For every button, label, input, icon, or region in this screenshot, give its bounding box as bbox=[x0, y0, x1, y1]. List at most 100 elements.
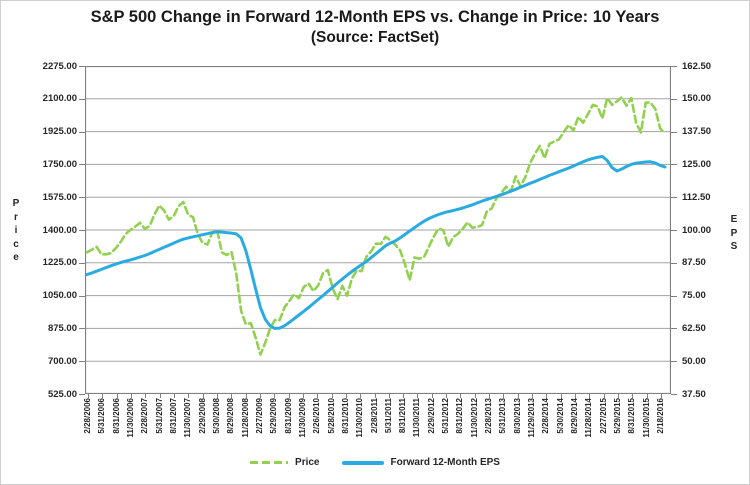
y-tick-right bbox=[671, 230, 677, 231]
plot-border bbox=[85, 66, 671, 394]
x-axis-label: 8/31/2009 bbox=[283, 398, 293, 434]
x-tick bbox=[517, 394, 519, 398]
x-axis-label: 11/28/2014 bbox=[584, 398, 594, 438]
y-tick-right bbox=[671, 164, 677, 166]
x-tick bbox=[345, 394, 347, 398]
x-tick bbox=[159, 394, 161, 398]
y-tick-right bbox=[671, 295, 677, 297]
y-tick-left bbox=[79, 164, 85, 166]
x-axis-label: 2/28/2006 bbox=[83, 398, 92, 434]
x-axis-label: 11/28/2008 bbox=[240, 398, 250, 438]
plot-area bbox=[85, 66, 671, 394]
y-axis-label-left: 525.00 bbox=[47, 388, 77, 400]
x-axis-label: 5/31/2006 bbox=[97, 398, 107, 434]
y-axis-label-right: 100.00 bbox=[682, 224, 712, 236]
x-axis-label: 5/30/2008 bbox=[211, 398, 221, 434]
chart-title: S&P 500 Change in Forward 12-Month EPS v… bbox=[90, 8, 660, 26]
x-tick bbox=[288, 394, 290, 398]
x-axis-label: 2/29/2012 bbox=[426, 398, 436, 434]
x-tick bbox=[145, 394, 147, 398]
x-tick bbox=[417, 394, 419, 398]
x-tick bbox=[173, 394, 175, 398]
x-tick bbox=[274, 394, 276, 398]
x-axis-label: 5/28/2010 bbox=[326, 398, 336, 434]
y-axis-label-right: 137.50 bbox=[682, 126, 712, 138]
price-legend-label: Price bbox=[295, 457, 320, 468]
x-axis-label: 11/30/2015 bbox=[641, 398, 651, 438]
y-axis-label-right: 162.50 bbox=[682, 60, 712, 72]
x-axis-label: 8/30/2013 bbox=[512, 398, 522, 434]
x-axis-label: 5/29/2015 bbox=[613, 398, 623, 434]
x-tick bbox=[360, 394, 362, 398]
chart-subtitle: (Source: FactSet) bbox=[310, 29, 440, 46]
x-axis-label: 2/27/2015 bbox=[598, 398, 608, 434]
y-axis-label-left: 700.00 bbox=[47, 355, 77, 367]
x-axis-label: 5/31/2012 bbox=[441, 398, 451, 434]
x-axis-label: 8/29/2014 bbox=[570, 398, 580, 434]
x-axis-label: 2/18/2016 bbox=[656, 398, 665, 434]
x-axis-label: 5/31/2007 bbox=[154, 398, 164, 434]
x-tick bbox=[116, 394, 118, 398]
x-tick bbox=[331, 394, 333, 398]
x-axis-label: 8/31/2012 bbox=[455, 398, 465, 434]
legend: Price Forward 12-Month EPS bbox=[1, 457, 749, 468]
y-axis-label-right: 112.50 bbox=[682, 191, 711, 203]
x-tick bbox=[403, 394, 405, 398]
x-tick bbox=[216, 394, 218, 398]
y-tick-right bbox=[671, 328, 677, 330]
y-tick-left bbox=[79, 361, 85, 363]
y-tick-right bbox=[671, 262, 677, 264]
y-axis-label-left: 1575.00 bbox=[42, 191, 77, 203]
y-tick-left bbox=[79, 98, 85, 100]
x-axis-label: 8/31/2011 bbox=[398, 398, 408, 434]
x-tick bbox=[88, 394, 89, 398]
y-tick-right bbox=[671, 361, 677, 363]
x-axis-label: 8/31/2015 bbox=[627, 398, 637, 434]
x-axis-label: 2/27/2009 bbox=[254, 398, 264, 434]
y-axis-label-left: 1225.00 bbox=[42, 257, 77, 269]
x-tick bbox=[503, 394, 505, 398]
x-tick bbox=[259, 394, 261, 398]
eps-legend-swatch bbox=[341, 460, 384, 465]
y-tick-right bbox=[671, 394, 677, 395]
x-axis-label: 11/30/2007 bbox=[183, 398, 193, 438]
x-axis-label: 8/31/2006 bbox=[111, 398, 121, 434]
eps-legend-label: Forward 12-Month EPS bbox=[390, 457, 500, 468]
y-axis-label-right: 125.00 bbox=[682, 158, 712, 170]
x-tick bbox=[317, 394, 319, 398]
y-axis-label-left: 1400.00 bbox=[42, 224, 77, 236]
x-tick bbox=[374, 394, 376, 398]
y-tick-right bbox=[671, 131, 677, 133]
x-axis-label: 8/31/2010 bbox=[340, 398, 350, 434]
y-axis-label-left: 2100.00 bbox=[42, 93, 77, 105]
legend-item-eps: Forward 12-Month EPS bbox=[341, 457, 500, 468]
x-tick bbox=[188, 394, 190, 398]
price-legend-swatch bbox=[250, 461, 289, 464]
x-tick bbox=[646, 394, 648, 398]
x-tick bbox=[245, 394, 247, 398]
y-axis-label-left: 1750.00 bbox=[42, 158, 77, 170]
x-tick bbox=[489, 394, 491, 398]
x-axis-label: 11/29/2013 bbox=[527, 398, 537, 438]
x-axis-label: 11/30/2012 bbox=[469, 398, 479, 438]
x-tick bbox=[560, 394, 562, 398]
x-axis-label: 5/31/2013 bbox=[498, 398, 508, 434]
x-tick bbox=[575, 394, 577, 398]
y-axis-label-right: 37.50 bbox=[682, 388, 706, 400]
x-tick bbox=[302, 394, 304, 398]
x-tick bbox=[231, 394, 233, 398]
x-tick bbox=[388, 394, 390, 398]
x-tick bbox=[546, 394, 548, 398]
y-tick-left bbox=[79, 66, 85, 67]
y-tick-right bbox=[671, 197, 677, 199]
y-axis-label-right: 87.50 bbox=[682, 257, 706, 269]
x-axis-label: 2/28/2014 bbox=[541, 398, 551, 434]
legend-item-price: Price bbox=[250, 457, 320, 468]
x-axis-label: 5/30/2014 bbox=[555, 398, 565, 434]
x-tick bbox=[603, 394, 605, 398]
y-axis-label-right: 150.00 bbox=[682, 93, 712, 105]
y-tick-left bbox=[79, 295, 85, 297]
